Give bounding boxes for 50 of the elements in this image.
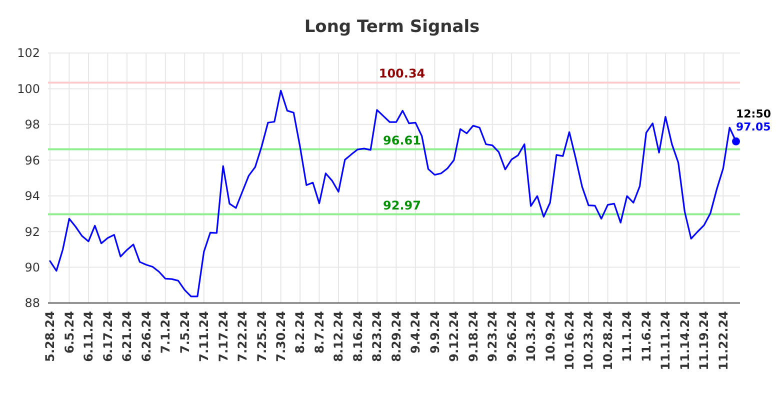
x-tick-label: 8.23.24 <box>370 311 384 362</box>
x-tick-label: 8.2.24 <box>293 311 308 354</box>
x-tick-label: 11.14.24 <box>678 311 692 370</box>
y-tick-label: 96 <box>24 153 40 168</box>
y-tick-label: 88 <box>24 296 40 310</box>
x-tick-label: 8.7.24 <box>312 311 326 354</box>
x-tick-label: 10.16.24 <box>562 311 577 370</box>
x-tick-label: 10.3.24 <box>524 311 538 362</box>
x-tick-label: 7.30.24 <box>274 311 288 362</box>
y-tick-label: 98 <box>24 118 40 132</box>
x-tick-label: 9.12.24 <box>447 311 462 362</box>
y-tick-label: 102 <box>17 46 40 60</box>
y-tick-label: 94 <box>24 189 40 204</box>
x-tick-label: 11.19.24 <box>697 311 712 370</box>
x-tick-label: 7.5.24 <box>178 311 192 354</box>
x-tick-label: 7.11.24 <box>197 311 212 362</box>
x-tick-label: 11.22.24 <box>716 311 730 370</box>
x-tick-label: 8.12.24 <box>332 311 346 362</box>
x-tick-label: 6.21.24 <box>120 311 134 362</box>
x-tick-label: 10.28.24 <box>600 311 615 370</box>
annotation: 97.05 <box>736 120 771 134</box>
y-tick-label: 100 <box>17 82 40 96</box>
ref-line-label: 96.61 <box>383 133 421 148</box>
y-tick-label: 90 <box>24 260 40 274</box>
x-tick-label: 11.1.24 <box>620 311 634 362</box>
x-tick-label: 6.11.24 <box>82 311 96 362</box>
ref-line-label: 92.97 <box>383 198 421 212</box>
x-tick-label: 9.9.24 <box>428 311 442 354</box>
x-tick-label: 10.23.24 <box>582 311 596 370</box>
x-tick-label: 5.28.24 <box>43 311 58 362</box>
x-tick-label: 9.26.24 <box>504 311 519 362</box>
x-tick-label: 8.29.24 <box>389 311 404 362</box>
x-tick-label: 9.23.24 <box>486 311 500 362</box>
x-tick-label: 6.17.24 <box>100 311 115 362</box>
x-tick-label: 11.6.24 <box>639 311 654 362</box>
x-tick-label: 7.25.24 <box>254 311 269 362</box>
x-tick-label: 6.5.24 <box>62 311 76 354</box>
x-tick-label: 10.9.24 <box>543 311 558 362</box>
x-tick-label: 7.22.24 <box>236 311 250 362</box>
x-tick-label: 9.18.24 <box>466 311 480 362</box>
x-tick-label: 11.11.24 <box>658 311 673 370</box>
ref-line-label: 100.34 <box>378 66 426 81</box>
x-tick-label: 6.26.24 <box>139 311 154 362</box>
x-tick-label: 7.17.24 <box>216 311 230 362</box>
annotation: 12:50 <box>736 107 772 120</box>
y-tick-label: 92 <box>24 224 40 239</box>
x-tick-label: 8.16.24 <box>350 311 365 362</box>
x-tick-label: 9.4.24 <box>408 311 423 354</box>
chart-title: Long Term Signals <box>304 17 480 37</box>
x-tick-label: 7.1.24 <box>158 311 173 354</box>
